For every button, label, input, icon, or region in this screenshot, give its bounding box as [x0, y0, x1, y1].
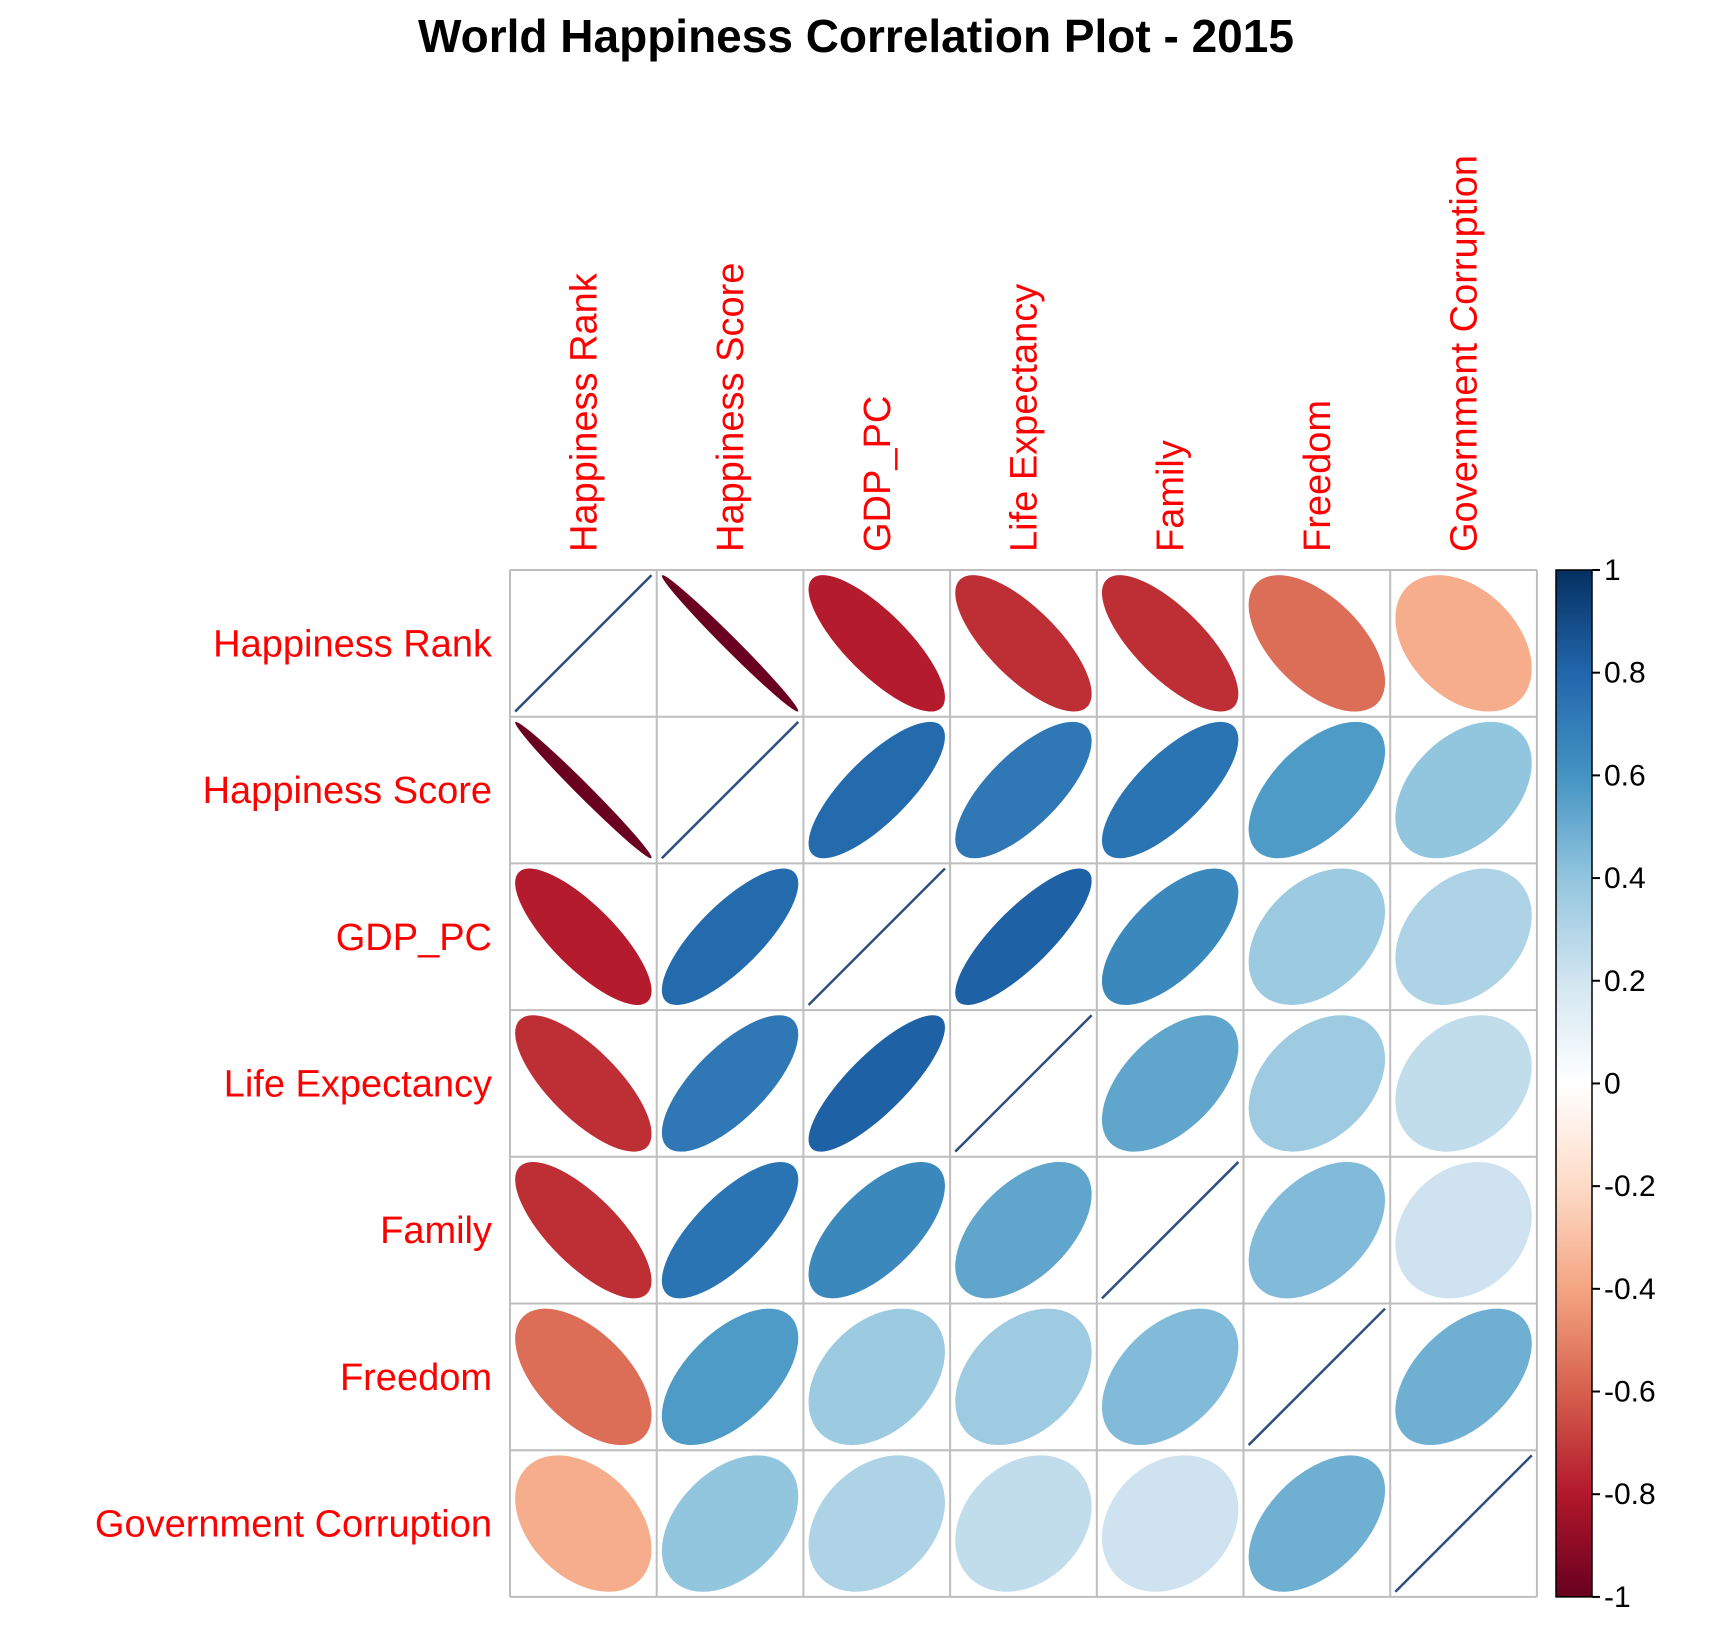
cell-gdp-pc-happiness-rank	[515, 868, 652, 1005]
legend-tick-label: -0.4	[1604, 1273, 1656, 1306]
cell-family-life-expectancy	[955, 1161, 1092, 1299]
cell-life-expectancy-happiness-rank	[515, 1015, 652, 1152]
cell-gdp-pc-happiness-score	[661, 868, 799, 1005]
cell-happiness-rank-life-expectancy	[955, 575, 1092, 712]
color-legend-bar	[1555, 569, 1593, 1598]
cell-happiness-rank-gdp-pc	[808, 575, 945, 712]
cell-family-freedom	[1248, 1161, 1386, 1299]
row-labels: Happiness Rank Happiness Score GDP_PC Life …	[95, 623, 493, 1545]
column-label-life-expectancy: Life Expectancy	[1003, 284, 1045, 552]
correlation-cells	[514, 574, 1533, 1593]
column-label-family: Family	[1150, 440, 1192, 552]
cell-gdp-pc-government-corruption	[1395, 868, 1532, 1005]
cell-freedom-happiness-score	[661, 1308, 799, 1446]
cell-life-expectancy-family	[1101, 1015, 1239, 1152]
cell-happiness-score-gdp-pc	[808, 721, 945, 859]
grid-lines	[509, 569, 1538, 1598]
cell-freedom-happiness-rank	[515, 1308, 652, 1446]
row-label-gdp-pc: GDP_PC	[336, 917, 492, 959]
cell-happiness-score-government-corruption	[1395, 721, 1532, 859]
row-label-family: Family	[380, 1210, 492, 1252]
legend-tick-label: -0.8	[1604, 1478, 1656, 1511]
cell-happiness-rank-freedom	[1248, 575, 1386, 712]
legend-tick-label: 0	[1604, 1067, 1621, 1100]
cell-life-expectancy-gdp-pc	[808, 1015, 945, 1152]
cell-freedom-gdp-pc	[808, 1308, 945, 1446]
cell-government-corruption-gdp-pc	[808, 1455, 945, 1592]
cell-freedom-government-corruption	[1395, 1308, 1532, 1446]
cell-happiness-score-happiness-rank	[515, 721, 652, 859]
cell-life-expectancy-life-expectancy	[954, 1014, 1093, 1153]
cell-happiness-rank-happiness-score	[661, 575, 799, 712]
row-label-freedom: Freedom	[340, 1357, 492, 1399]
cell-government-corruption-family	[1101, 1455, 1239, 1592]
cell-freedom-freedom	[1247, 1307, 1386, 1446]
cell-happiness-rank-family	[1101, 575, 1239, 712]
cell-gdp-pc-family	[1101, 868, 1239, 1005]
cell-government-corruption-life-expectancy	[955, 1455, 1092, 1592]
column-label-happiness-rank: Happiness Rank	[563, 272, 605, 552]
row-label-happiness-rank: Happiness Rank	[213, 623, 493, 665]
row-label-happiness-score: Happiness Score	[203, 770, 492, 812]
cell-happiness-rank-government-corruption	[1395, 575, 1532, 712]
chart-title: World Happiness Correlation Plot - 2015	[418, 10, 1294, 62]
color-legend: 1 0.8 0.6 0.4 0.2 0 -0.2 -0.4 -0.6 -0.8 -1	[1555, 554, 1656, 1614]
legend-tick-label: -1	[1604, 1581, 1631, 1614]
cell-gdp-pc-gdp-pc	[807, 867, 946, 1006]
column-label-happiness-score: Happiness Score	[710, 263, 752, 552]
column-label-freedom: Freedom	[1297, 400, 1339, 552]
column-label-gdp-pc: GDP_PC	[857, 396, 899, 552]
cell-happiness-score-happiness-score	[660, 720, 800, 860]
row-label-life-expectancy: Life Expectancy	[224, 1063, 492, 1105]
cell-gdp-pc-freedom	[1248, 868, 1386, 1005]
cell-government-corruption-happiness-rank	[515, 1455, 652, 1592]
legend-tick-label: 1	[1604, 554, 1621, 587]
cell-government-corruption-government-corruption	[1394, 1454, 1533, 1593]
legend-tick-label: 0.4	[1604, 862, 1646, 895]
cell-government-corruption-freedom	[1248, 1455, 1386, 1592]
cell-happiness-score-family	[1101, 721, 1239, 859]
cell-government-corruption-happiness-score	[661, 1455, 799, 1592]
cell-happiness-score-life-expectancy	[955, 721, 1092, 859]
cell-freedom-family	[1101, 1308, 1239, 1446]
cell-happiness-rank-happiness-rank	[514, 574, 653, 713]
legend-tick-label: 0.2	[1604, 965, 1646, 998]
legend-tick-label: -0.2	[1604, 1170, 1656, 1203]
row-label-government-corruption: Government Corruption	[95, 1504, 492, 1546]
cell-freedom-life-expectancy	[955, 1308, 1092, 1446]
cell-family-happiness-score	[661, 1161, 799, 1299]
cell-family-gdp-pc	[808, 1161, 945, 1299]
column-labels: Happiness Rank Happiness Score GDP_PC Life …	[563, 155, 1485, 552]
legend-tick-label: 0.8	[1604, 657, 1646, 690]
legend-tick-label: -0.6	[1604, 1376, 1656, 1409]
cell-gdp-pc-life-expectancy	[955, 868, 1092, 1005]
cell-life-expectancy-happiness-score	[661, 1015, 799, 1152]
legend-tick-label: 0.6	[1604, 759, 1646, 792]
cell-family-government-corruption	[1395, 1161, 1532, 1299]
cell-happiness-score-freedom	[1248, 721, 1386, 859]
cell-life-expectancy-government-corruption	[1395, 1015, 1532, 1152]
cell-family-family	[1101, 1161, 1240, 1300]
cell-life-expectancy-freedom	[1248, 1015, 1386, 1152]
cell-family-happiness-rank	[515, 1161, 652, 1299]
column-label-government-corruption: Government Corruption	[1444, 155, 1486, 552]
